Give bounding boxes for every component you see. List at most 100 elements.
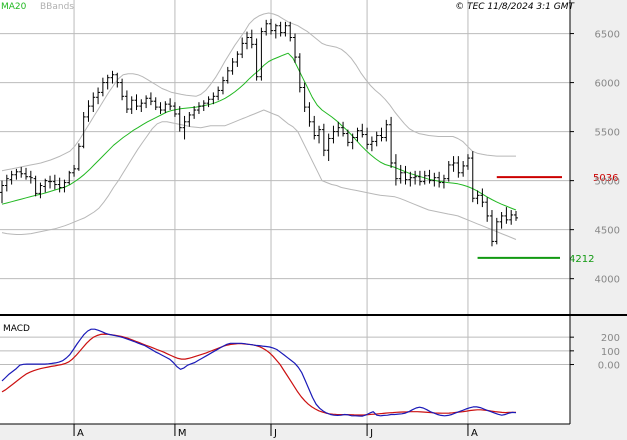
ohlc-bar bbox=[62, 179, 67, 193]
ohlc-bar bbox=[504, 207, 509, 224]
ohlc-bar bbox=[28, 170, 33, 184]
ohlc-bar bbox=[326, 133, 331, 162]
macd-panel-label: MACD bbox=[3, 324, 30, 334]
ohlc-bar bbox=[57, 177, 62, 193]
price-levels: 5036 4212 bbox=[477, 173, 618, 265]
ohlc-bar bbox=[422, 170, 427, 185]
ohlc-bar bbox=[196, 102, 201, 114]
ohlc-bar bbox=[417, 170, 422, 186]
ohlc-bar bbox=[413, 170, 418, 185]
ohlc-bar bbox=[81, 112, 86, 149]
ohlc-bar bbox=[288, 21, 293, 42]
ohlc-bar bbox=[374, 131, 379, 147]
ohlc-bar bbox=[369, 136, 374, 152]
ohlc-bar bbox=[76, 143, 81, 171]
ohlc-bar bbox=[19, 166, 24, 178]
time-tick-label: M bbox=[178, 428, 187, 439]
ohlc-bar bbox=[456, 156, 461, 178]
price-tick-labels: 4000 4500 5000 5500 6000 6500 bbox=[570, 30, 620, 286]
bbands-legend-label: BBands bbox=[40, 2, 74, 12]
ohlc-bar bbox=[211, 92, 216, 105]
macd-tick-labels: 0.00 100 200 bbox=[570, 333, 620, 372]
ohlc-bar bbox=[393, 154, 398, 186]
ohlc-bar bbox=[293, 33, 298, 63]
ohlc-bar bbox=[52, 174, 57, 190]
ohlc-bar bbox=[158, 102, 163, 114]
ohlc-bar bbox=[14, 168, 19, 180]
ohlc-bar bbox=[441, 174, 446, 189]
ohlc-bar bbox=[177, 106, 182, 132]
price-tick-label: 6500 bbox=[595, 30, 620, 41]
ohlc-bar bbox=[148, 92, 153, 106]
ohlc-bar bbox=[24, 167, 29, 180]
price-tick-label: 6000 bbox=[595, 79, 620, 90]
time-tick-label: A bbox=[77, 428, 84, 439]
ohlc-bar bbox=[317, 125, 322, 144]
ohlc-bar bbox=[216, 86, 221, 101]
ohlc-bar bbox=[4, 174, 9, 192]
candles bbox=[0, 18, 518, 247]
price-grid bbox=[0, 0, 570, 424]
price-series bbox=[1, 12, 517, 240]
ohlc-bar bbox=[432, 172, 437, 187]
ohlc-bar bbox=[408, 171, 413, 187]
ohlc-bar bbox=[192, 106, 197, 119]
ohlc-bar bbox=[437, 171, 442, 188]
ohlc-bar bbox=[144, 95, 149, 109]
ohlc-bar bbox=[297, 53, 302, 93]
ohlc-bar bbox=[389, 116, 394, 168]
ohlc-bar bbox=[182, 115, 187, 140]
ohlc-bar bbox=[264, 19, 269, 36]
macd-tick-label: 100 bbox=[601, 347, 620, 358]
ohlc-bar bbox=[244, 31, 249, 50]
ohlc-bar bbox=[360, 123, 365, 138]
time-tick-label: A bbox=[471, 428, 478, 439]
ohlc-bar bbox=[485, 197, 490, 222]
signal-line bbox=[1, 333, 516, 416]
ohlc-bar bbox=[461, 161, 466, 177]
ohlc-bar bbox=[115, 72, 120, 88]
macd-axis-panel bbox=[570, 316, 627, 424]
price-tick-label: 5000 bbox=[595, 177, 620, 188]
ohlc-bar bbox=[254, 38, 259, 81]
ohlc-bar bbox=[163, 101, 168, 113]
ohlc-bar bbox=[201, 100, 206, 112]
ohlc-bar bbox=[489, 210, 494, 247]
ohlc-bar bbox=[139, 99, 144, 112]
ohlc-bar bbox=[124, 90, 129, 113]
price-tick-label: 4000 bbox=[595, 275, 620, 286]
ohlc-bar bbox=[230, 58, 235, 75]
price-tick-label: 4500 bbox=[595, 226, 620, 237]
ohlc-bar bbox=[235, 51, 240, 67]
ohlc-bar bbox=[67, 170, 72, 185]
macd-series bbox=[1, 328, 517, 417]
ohlc-bar bbox=[273, 23, 278, 39]
ohlc-bar bbox=[302, 82, 307, 112]
ohlc-bar bbox=[38, 182, 43, 199]
ohlc-bar bbox=[187, 112, 192, 127]
price-axis-panel bbox=[570, 0, 627, 314]
ohlc-bar bbox=[72, 164, 77, 177]
ohlc-bar bbox=[470, 151, 475, 203]
price-tick-label: 5500 bbox=[595, 128, 620, 139]
time-tick-label: J bbox=[273, 428, 277, 439]
ohlc-bar bbox=[129, 96, 134, 114]
ohlc-bar bbox=[249, 29, 254, 49]
ohlc-bar bbox=[100, 77, 105, 97]
ohlc-bar bbox=[91, 92, 96, 112]
ohlc-bar bbox=[225, 66, 230, 84]
time-axis-panel bbox=[0, 424, 627, 440]
ohlc-bar bbox=[9, 170, 14, 185]
bbands-upper-line bbox=[1, 12, 516, 172]
ohlc-bar bbox=[120, 78, 125, 101]
macd-line bbox=[1, 328, 517, 417]
ohlc-bar bbox=[269, 18, 274, 35]
ohlc-bar bbox=[153, 97, 158, 111]
ohlc-bar bbox=[283, 21, 288, 37]
ohlc-bar bbox=[110, 70, 115, 84]
ohlc-bar bbox=[345, 129, 350, 147]
ohlc-bar bbox=[494, 217, 499, 245]
